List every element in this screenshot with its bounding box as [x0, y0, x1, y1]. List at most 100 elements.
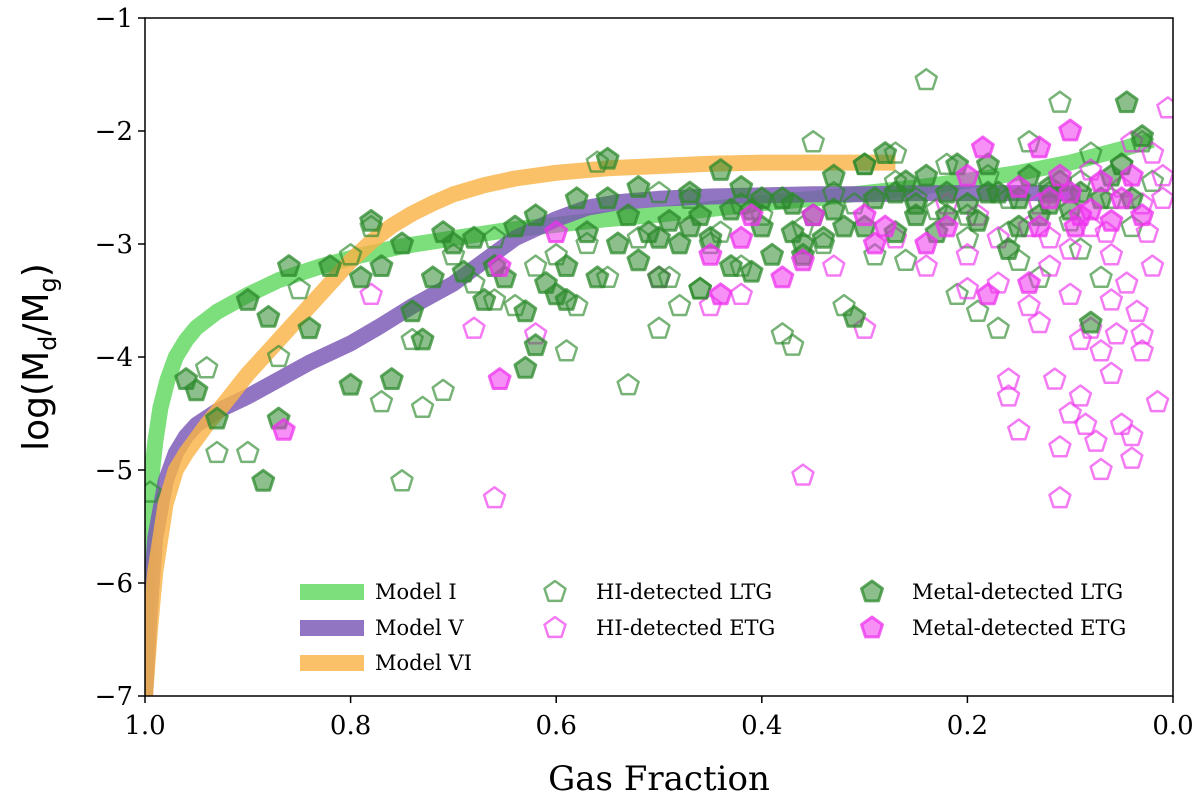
x-tick-label: 1.0 [124, 711, 165, 741]
point-metal-detected-etg [1037, 186, 1062, 210]
point-metal-detected-ltg [595, 186, 620, 210]
point-metal-detected-ltg [719, 254, 743, 277]
legend: Model I Model V Model VI HI-detected LTG HI-… [300, 579, 1126, 675]
y-tick-label: −5 [95, 456, 133, 486]
point-hi-detected-etg [462, 316, 486, 339]
point-hi-detected-etg [1125, 299, 1149, 322]
point-hi-detected-etg [1135, 220, 1160, 243]
point-metal-detected-ltg [235, 288, 260, 311]
point-metal-detected-etg [487, 254, 512, 277]
point-hi-detected-ltg [287, 276, 311, 300]
point-metal-detected-etg [955, 163, 980, 187]
point-metal-detected-ltg [821, 197, 846, 221]
point-metal-detected-ltg [390, 231, 414, 255]
point-metal-detected-ltg [780, 191, 805, 215]
point-hi-detected-etg [1099, 243, 1124, 266]
point-metal-detected-ltg [719, 197, 743, 221]
legend-label: Model VI [375, 651, 472, 675]
point-metal-detected-ltg [832, 214, 856, 238]
point-metal-detected-ltg [883, 180, 908, 204]
point-metal-detected-ltg [369, 254, 394, 277]
point-metal-detected-ltg [976, 180, 1000, 204]
point-hi-detected-etg [1048, 435, 1072, 458]
point-metal-detected-ltg [626, 248, 651, 272]
point-metal-detected-etg [271, 418, 296, 441]
point-metal-detected-ltg [760, 242, 784, 266]
point-metal-detected-ltg [277, 254, 301, 277]
point-metal-detected-ltg [359, 208, 384, 232]
point-metal-detected-ltg [184, 378, 209, 402]
point-hi-detected-etg [1037, 254, 1062, 277]
point-metal-detected-etg [1119, 163, 1144, 187]
point-hi-detected-ltg [410, 395, 435, 418]
point-hi-detected-etg [1151, 186, 1173, 209]
point-hi-detected-ltg [1048, 90, 1072, 113]
point-metal-detected-ltg [842, 304, 867, 328]
point-hi-detected-ltg [914, 67, 938, 91]
y-label-end: ) [16, 263, 57, 277]
point-metal-detected-etg [770, 265, 795, 289]
point-metal-detected-ltg [647, 265, 671, 289]
point-hi-detected-ltg [801, 130, 825, 153]
point-hi-detected-etg [1115, 271, 1139, 294]
point-metal-detected-ltg [348, 265, 373, 289]
point-hi-detected-etg [1089, 339, 1113, 362]
point-hi-detected-ltg [894, 248, 918, 272]
point-metal-detected-ltg [965, 208, 990, 232]
point-metal-detected-ltg [626, 175, 651, 198]
legend-label: Metal-detected LTG [912, 580, 1123, 604]
point-metal-detected-etg [1058, 180, 1083, 204]
point-metal-detected-ltg [595, 146, 620, 170]
point-metal-detected-etg [1109, 186, 1134, 210]
legend-label: HI-detected LTG [596, 580, 772, 604]
point-metal-detected-ltg [1130, 124, 1155, 147]
point-hi-detected-etg [1048, 486, 1072, 509]
point-metal-detected-ltg [256, 304, 281, 328]
point-hi-detected-ltg [338, 243, 363, 266]
point-hi-detected-etg [359, 282, 383, 305]
point-metal-detected-ltg [554, 288, 579, 311]
point-hi-detected-ltg [236, 440, 260, 464]
point-hi-detected-ltg [616, 373, 640, 396]
point-hi-detected-etg [482, 486, 507, 509]
point-hi-detected-etg [955, 243, 980, 266]
point-hi-detected-etg [1120, 446, 1144, 469]
point-metal-detected-ltg [914, 163, 939, 187]
point-metal-detected-etg [1078, 197, 1103, 221]
point-hi-detected-etg [1140, 141, 1165, 164]
point-metal-detected-ltg [564, 186, 589, 210]
point-metal-detected-ltg [739, 259, 764, 283]
point-hi-detected-etg [1104, 322, 1129, 345]
legend-label: Model V [375, 616, 464, 640]
point-hi-detected-ltg [780, 333, 805, 356]
point-hi-detected-ltg [205, 440, 229, 464]
legend-label: HI-detected ETG [596, 616, 775, 640]
point-metal-detected-ltg [379, 367, 404, 390]
point-metal-detected-etg [873, 214, 898, 238]
point-metal-detected-ltg [575, 220, 599, 244]
legend-marker-hi-detected-ltg [543, 579, 567, 603]
point-metal-detected-ltg [513, 355, 538, 379]
y-label-mid: /M [16, 292, 57, 335]
axis-ticks: 1.0 0.8 0.6 0.4 0.2 0.0 −7 −6 −5 −4 −3 −2 −1 [95, 4, 1194, 741]
point-metal-detected-ltg [873, 141, 898, 164]
point-hi-detected-ltg [647, 180, 671, 204]
point-metal-detected-etg [1006, 175, 1031, 198]
point-metal-detected-etg [976, 282, 1000, 306]
point-metal-detected-ltg [585, 265, 610, 289]
point-metal-detected-ltg [523, 203, 548, 227]
point-hi-detected-etg [1027, 310, 1052, 334]
point-metal-detected-ltg [410, 327, 435, 351]
point-metal-detected-etg [1027, 214, 1052, 238]
point-metal-detected-etg [729, 225, 754, 249]
data-points [145, 67, 1173, 509]
point-metal-detected-etg [914, 231, 939, 255]
y-tick-label: −1 [95, 4, 133, 34]
point-hi-detected-ltg [554, 339, 579, 362]
point-metal-detected-ltg [1078, 310, 1103, 334]
point-metal-detected-etg [1130, 203, 1155, 227]
point-hi-detected-ltg [1068, 237, 1093, 260]
x-tick-label: 0.6 [536, 711, 577, 741]
point-hi-detected-etg [1130, 322, 1154, 345]
